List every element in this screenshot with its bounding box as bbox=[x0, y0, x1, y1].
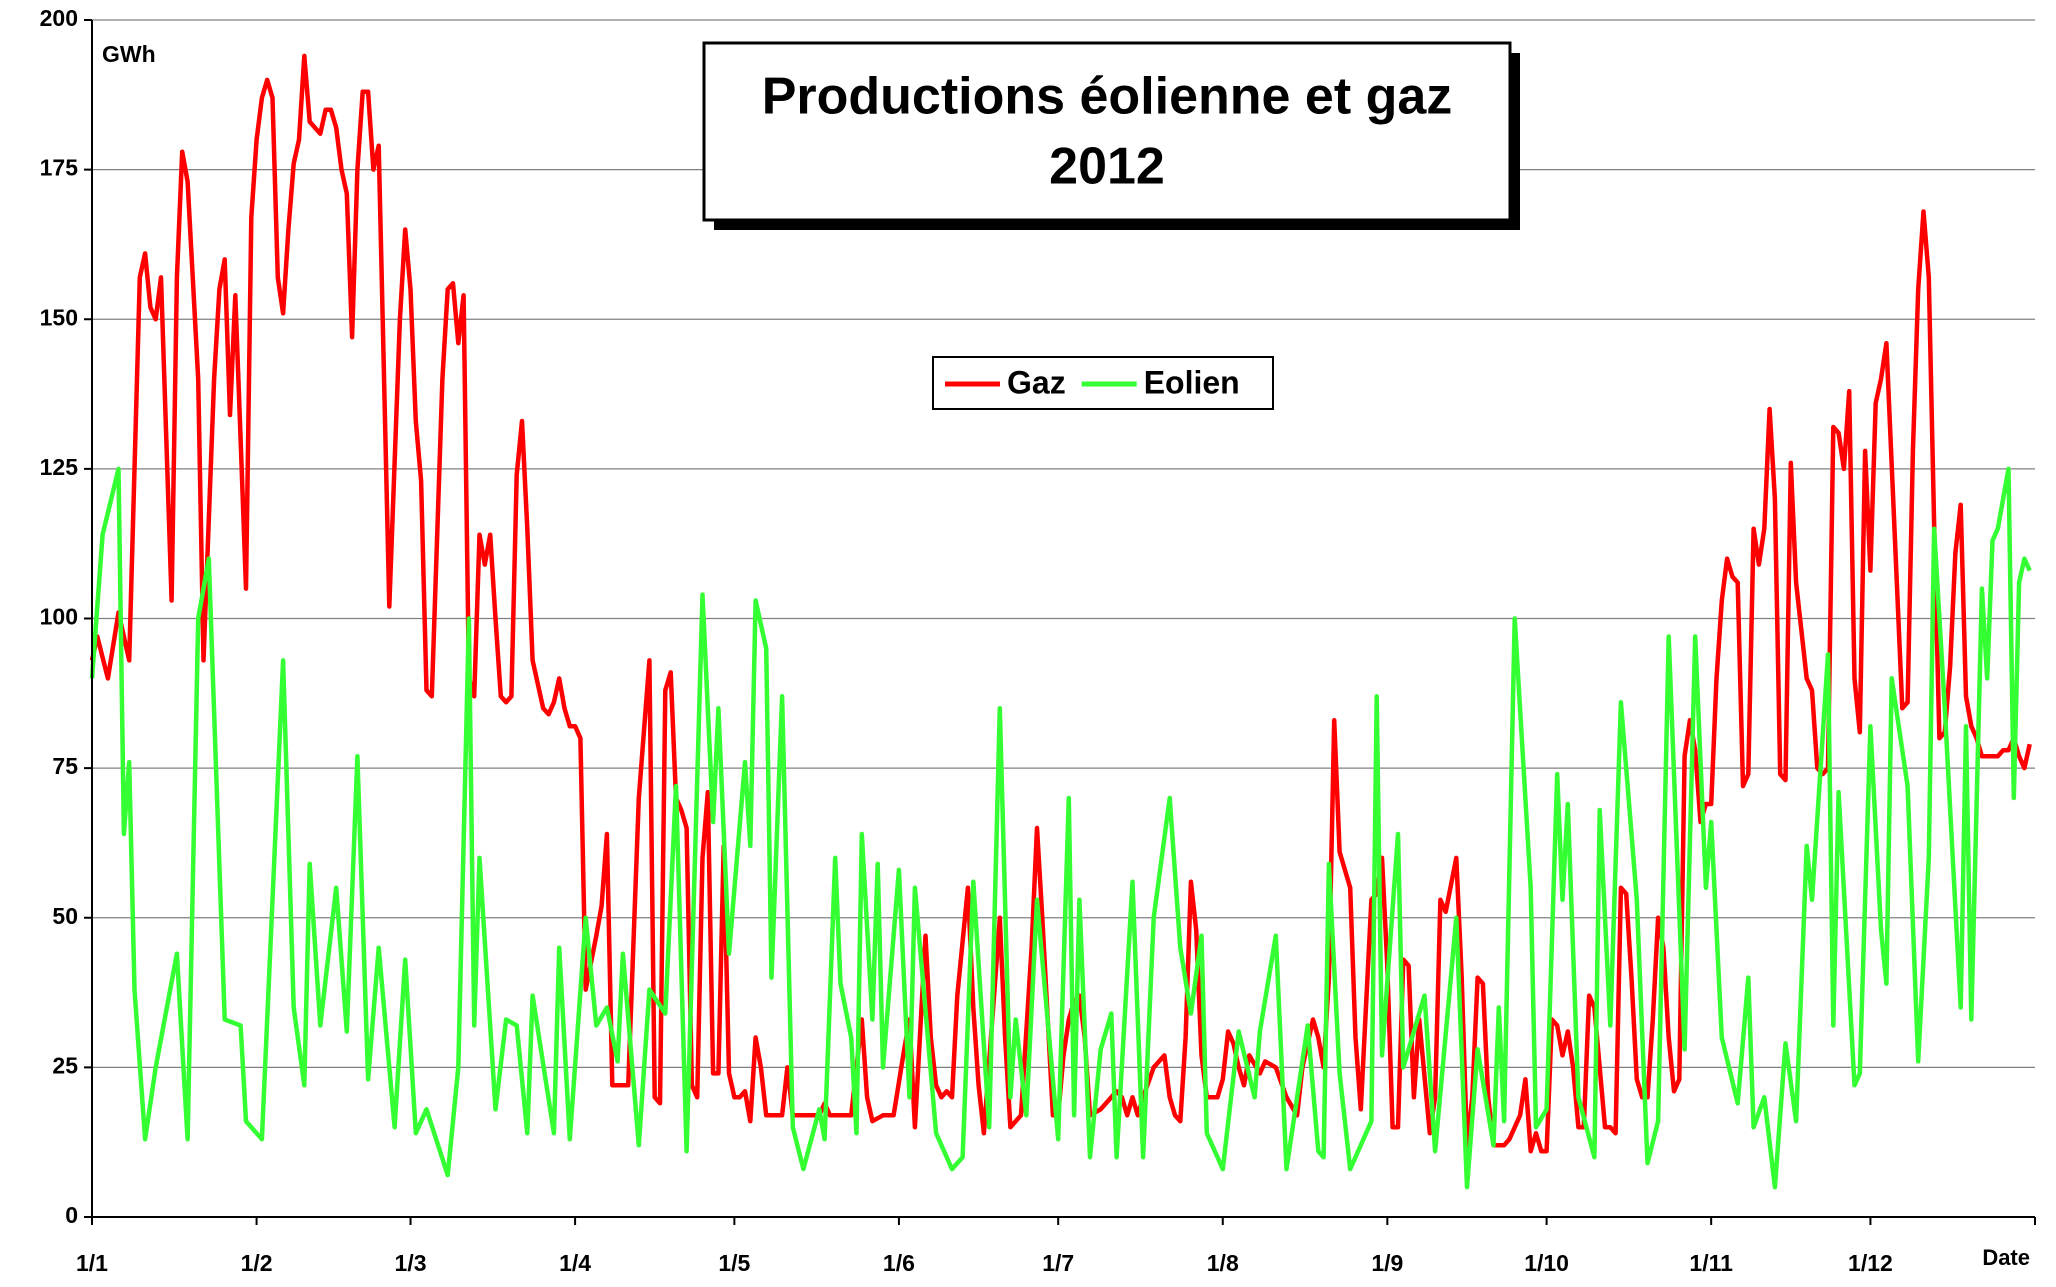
chart-subtitle: 2012 bbox=[1049, 138, 1165, 196]
y-tick-label: 200 bbox=[40, 5, 78, 31]
y-tick-label: 50 bbox=[52, 903, 78, 929]
series-line bbox=[89, 53, 2032, 1154]
x-axis-label: Date bbox=[1982, 1245, 2030, 1270]
series bbox=[89, 53, 2032, 1190]
y-tick-label: 125 bbox=[40, 454, 79, 480]
y-tick-label: 175 bbox=[40, 155, 79, 181]
title-box bbox=[702, 41, 1512, 222]
x-tick-label: 1/11 bbox=[1689, 1250, 1733, 1276]
grid: 0 25 50 75 100 125 150 175 200 1/1 1/2 1/3 1/4 1/5 1/6… bbox=[40, 5, 2036, 1276]
legend-label: Gaz bbox=[1007, 364, 1066, 400]
y-tick-label: 0 bbox=[65, 1202, 78, 1228]
x-tick-label: 1/4 bbox=[559, 1250, 591, 1276]
x-tick-label: 1/12 bbox=[1848, 1250, 1893, 1276]
legend: Gaz Eolien bbox=[932, 356, 1274, 410]
legend-label: Eolien bbox=[1144, 364, 1240, 400]
x-tick-label: 1/9 bbox=[1371, 1250, 1403, 1276]
series-line bbox=[89, 466, 2032, 1190]
x-tick-label: 1/7 bbox=[1042, 1250, 1074, 1276]
x-tick-label: 1/10 bbox=[1524, 1250, 1569, 1276]
x-tick-label: 1/1 bbox=[76, 1250, 108, 1276]
x-tick-label: 1/3 bbox=[395, 1250, 427, 1276]
y-tick-label: 75 bbox=[52, 753, 78, 779]
x-tick-label: 1/5 bbox=[718, 1250, 750, 1276]
x-tick-label: 1/6 bbox=[883, 1250, 915, 1276]
x-tick-label: 1/2 bbox=[241, 1250, 273, 1276]
y-tick-label: 150 bbox=[40, 304, 78, 330]
y-tick-label: 100 bbox=[40, 604, 78, 630]
chart-title: Productions éolienne et gaz bbox=[762, 68, 1453, 126]
y-tick-label: 25 bbox=[52, 1052, 78, 1078]
y-axis-label: GWh bbox=[102, 41, 156, 67]
x-tick-label: 1/8 bbox=[1207, 1250, 1239, 1276]
